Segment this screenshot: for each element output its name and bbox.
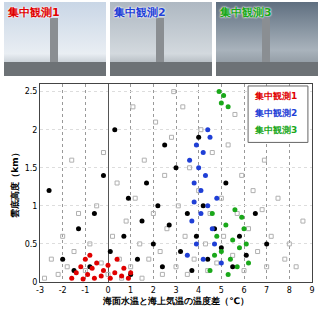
svg-text:2: 2: [32, 125, 37, 134]
svg-text:2.5: 2.5: [25, 87, 38, 96]
svg-text:1: 1: [32, 202, 37, 211]
svg-text:0: 0: [105, 286, 110, 295]
svg-text:-2: -2: [59, 286, 67, 295]
svg-text:集中観測2: 集中観測2: [254, 108, 297, 118]
svg-text:0: 0: [32, 278, 37, 287]
svg-text:-3: -3: [36, 286, 44, 295]
svg-text:6: 6: [241, 286, 246, 295]
svg-text:海面水温と海上気温の温度差（℃）: 海面水温と海上気温の温度差（℃）: [102, 296, 249, 306]
svg-text:雲底高度（km）: 雲底高度（km）: [10, 148, 20, 217]
svg-text:1.5: 1.5: [25, 164, 38, 173]
svg-text:7: 7: [264, 286, 269, 295]
svg-text:8: 8: [287, 286, 292, 295]
html-text:集中観測3: 集中観測3: [220, 6, 272, 19]
svg-text:1: 1: [128, 286, 133, 295]
svg-text:0.5: 0.5: [25, 240, 38, 249]
html-text:集中観測1: 集中観測1: [8, 6, 60, 19]
svg-text:3: 3: [173, 286, 178, 295]
html-text:集中観測2: 集中観測2: [114, 6, 166, 19]
svg-text:4: 4: [196, 286, 201, 295]
svg-text:9: 9: [309, 286, 314, 295]
svg-text:5: 5: [219, 286, 224, 295]
svg-text:-1: -1: [81, 286, 89, 295]
svg-text:集中観測1: 集中観測1: [254, 91, 297, 101]
svg-text:2: 2: [151, 286, 156, 295]
svg-text:集中観測3: 集中観測3: [254, 125, 297, 135]
